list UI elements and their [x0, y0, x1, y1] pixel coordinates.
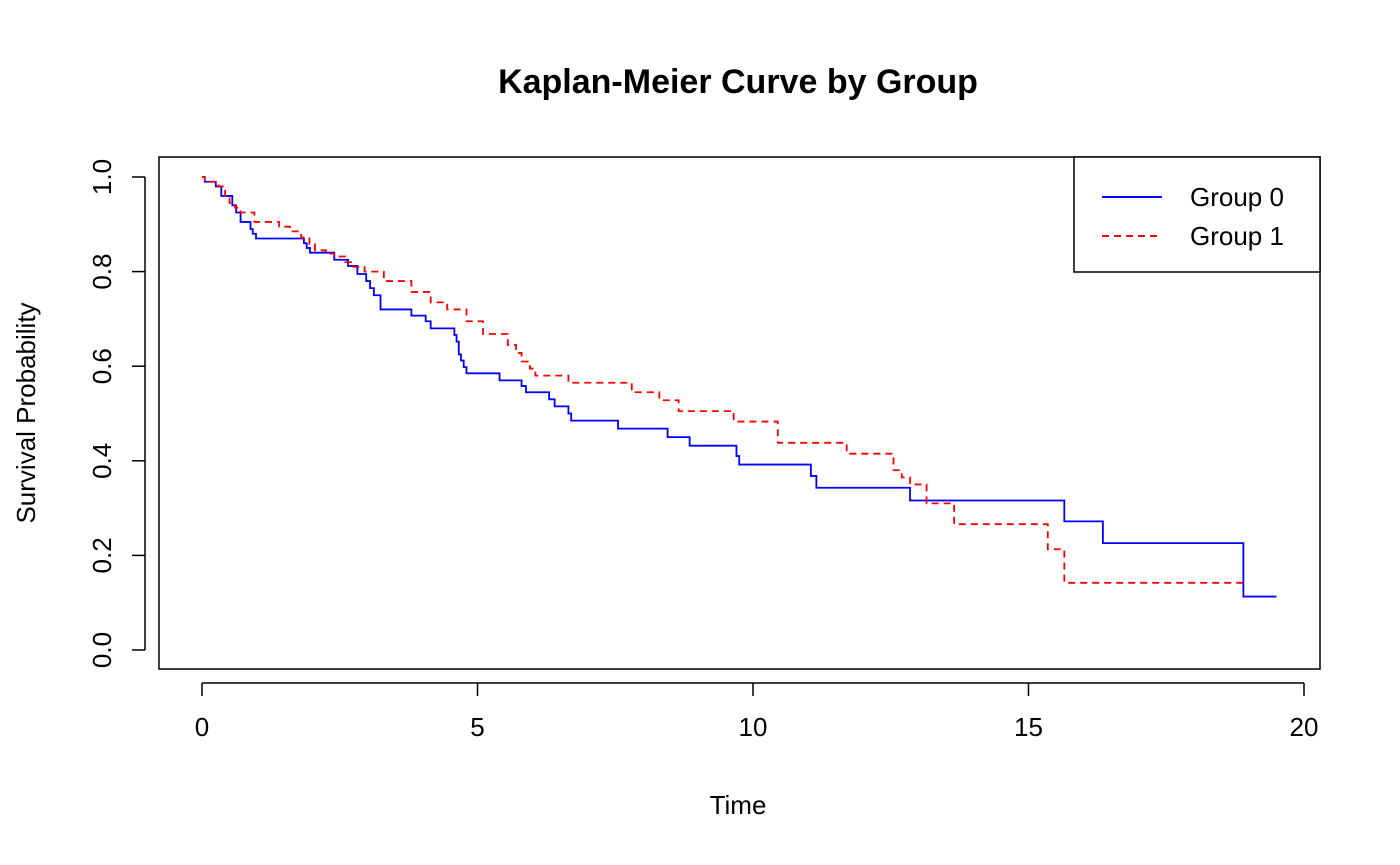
- y-tick-label: 0.6: [87, 348, 117, 384]
- y-axis: 0.0 0.2 0.4 0.6 0.8 1.0: [87, 159, 146, 668]
- x-tick-label: 5: [470, 712, 484, 742]
- legend: Group 0 Group 1: [1073, 156, 1321, 273]
- x-tick-label: 20: [1290, 712, 1319, 742]
- x-axis-label: Time: [710, 790, 767, 820]
- x-tick-label: 10: [739, 712, 768, 742]
- series-line-group-1: [202, 176, 1244, 584]
- y-tick-label: 0.0: [87, 632, 117, 668]
- x-tick-label: 15: [1014, 712, 1043, 742]
- series-layer: [202, 176, 1277, 598]
- plot-area: [158, 156, 1321, 670]
- y-tick-label: 0.2: [87, 537, 117, 573]
- chart-title: Kaplan-Meier Curve by Group: [498, 63, 978, 101]
- y-axis-label: Survival Probability: [11, 302, 41, 523]
- x-axis: 0 5 10 15 20: [195, 682, 1319, 742]
- series-line-group-0: [202, 176, 1277, 598]
- legend-label-group-1: Group 1: [1190, 221, 1284, 251]
- y-tick-label: 1.0: [87, 159, 117, 195]
- y-tick-label: 0.8: [87, 254, 117, 290]
- legend-box: [1073, 156, 1321, 273]
- legend-label-group-0: Group 0: [1190, 182, 1284, 212]
- y-tick-label: 0.4: [87, 443, 117, 479]
- x-tick-label: 0: [195, 712, 209, 742]
